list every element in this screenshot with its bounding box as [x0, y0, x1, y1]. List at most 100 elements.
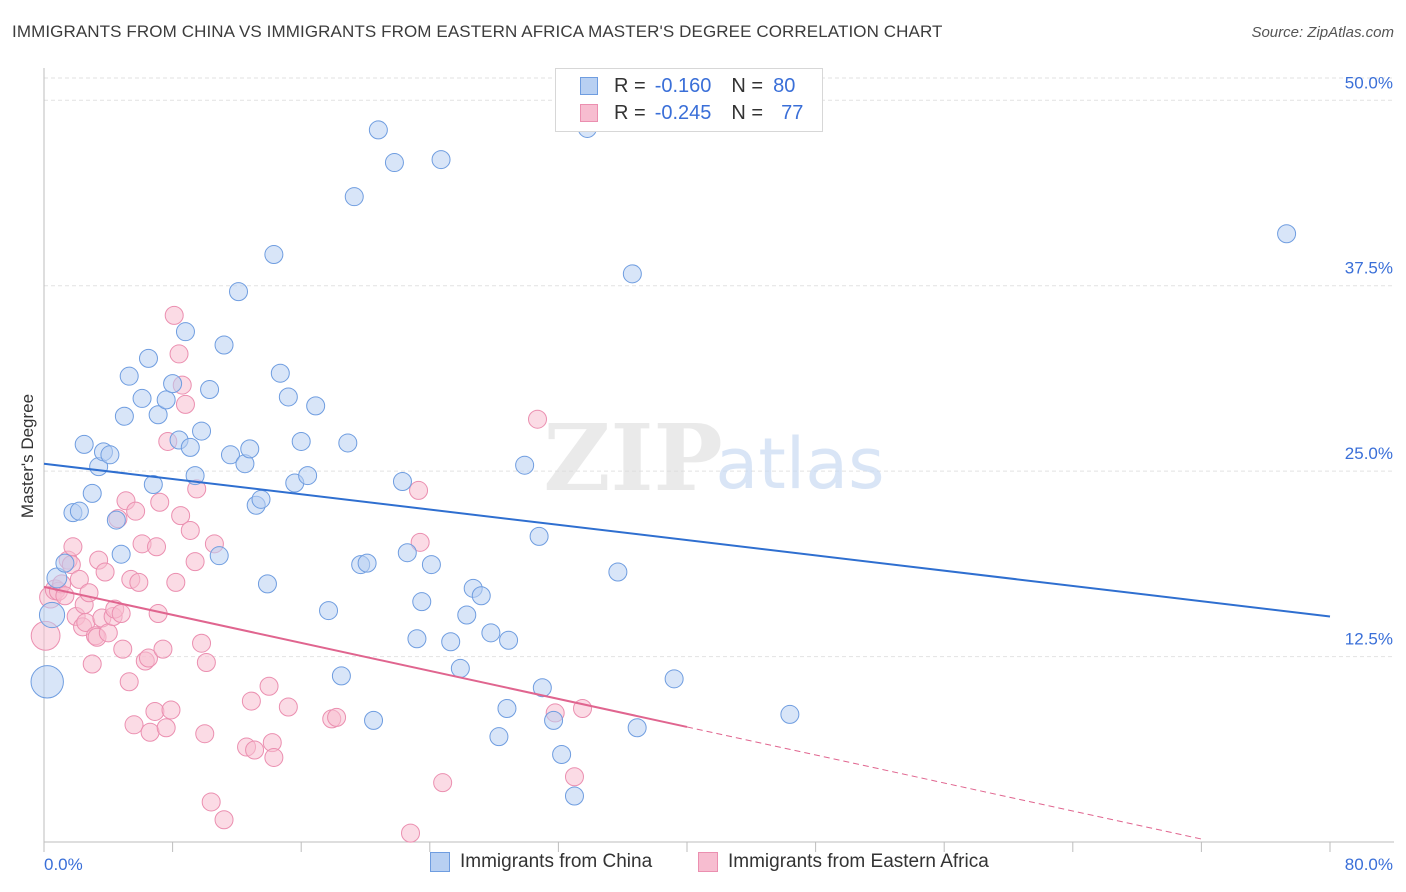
n-label: N = — [731, 101, 764, 124]
china-point — [306, 396, 326, 416]
china-point — [412, 592, 432, 612]
china-point — [143, 474, 163, 494]
china-point — [344, 187, 364, 207]
legend-item-china: Immigrants from China — [430, 851, 652, 873]
china-point — [384, 153, 404, 173]
r-value: -0.160 — [654, 74, 712, 97]
china-point — [298, 466, 318, 486]
africa-point — [201, 792, 221, 812]
series-china-points — [30, 118, 1297, 806]
y-tick-label: 50.0% — [1345, 73, 1393, 92]
africa-point — [327, 707, 347, 727]
china-point — [264, 245, 284, 265]
watermark: ZIP atlas — [543, 404, 884, 512]
trend-lines — [43, 462, 1331, 840]
n-value: 80 — [773, 74, 796, 97]
china-point — [119, 366, 139, 386]
china-point — [407, 629, 427, 649]
y-tick-label: 25.0% — [1345, 444, 1393, 463]
china-legend-swatch — [430, 852, 450, 872]
n-label: N = — [731, 74, 764, 97]
africa-point — [126, 501, 146, 521]
china-point — [240, 439, 260, 459]
china-point — [397, 543, 417, 563]
china-point — [185, 466, 205, 486]
africa-point — [150, 492, 170, 512]
china-point — [69, 501, 89, 521]
china-point — [364, 710, 384, 730]
china-point — [481, 623, 501, 643]
china-point — [74, 434, 94, 454]
china-point — [780, 704, 800, 724]
africa-point — [564, 767, 584, 787]
china-point — [421, 555, 441, 575]
axes — [43, 68, 1394, 852]
china-point — [163, 374, 183, 394]
africa-point — [95, 562, 115, 582]
china-swatch — [580, 77, 598, 95]
africa-point — [214, 810, 234, 830]
africa-point — [169, 344, 189, 364]
china-point — [38, 601, 66, 629]
africa-trend-extension — [686, 726, 1202, 840]
china-point — [229, 282, 249, 302]
china-point — [497, 698, 517, 718]
series-eastern-africa-points — [30, 305, 593, 843]
series-legend: Immigrants from China Immigrants from Ea… — [0, 851, 1406, 877]
africa-point — [409, 480, 429, 500]
africa-point — [410, 532, 430, 552]
china-point — [156, 390, 176, 410]
china-point — [30, 665, 64, 699]
china-point — [457, 605, 477, 625]
africa-point — [259, 676, 279, 696]
africa-point — [192, 633, 212, 653]
africa-point — [69, 569, 89, 589]
china-point — [192, 421, 212, 441]
china-point — [148, 405, 168, 425]
china-point — [319, 601, 339, 621]
china-point — [627, 718, 647, 738]
china-point — [450, 658, 470, 678]
china-point — [338, 433, 358, 453]
africa-point — [145, 701, 165, 721]
watermark-zip: ZIP — [543, 404, 722, 512]
china-point — [529, 526, 549, 546]
africa-point — [278, 697, 298, 717]
africa-point — [147, 537, 167, 557]
africa-point — [164, 305, 184, 325]
africa-point — [63, 537, 83, 557]
china-point — [664, 669, 684, 689]
africa-point — [401, 823, 421, 843]
china-point — [111, 544, 131, 564]
africa-point — [79, 583, 99, 603]
africa-point — [119, 672, 139, 692]
africa-point — [196, 652, 216, 672]
africa-point — [138, 648, 158, 668]
africa-point — [241, 691, 261, 711]
china-point — [214, 335, 234, 355]
africa-trend-line — [43, 585, 688, 728]
africa-point — [156, 718, 176, 738]
legend-label-china: Immigrants from China — [460, 851, 653, 872]
china-point — [608, 562, 628, 582]
china-point — [55, 553, 75, 573]
africa-point — [98, 623, 118, 643]
china-point — [138, 348, 158, 368]
china-point — [357, 553, 377, 573]
n-value: 77 — [781, 101, 804, 124]
africa-legend-swatch — [698, 852, 718, 872]
china-point — [114, 406, 134, 426]
china-point — [200, 380, 220, 400]
y-tick-label: 37.5% — [1345, 259, 1393, 278]
gridlines — [44, 77, 1394, 658]
china-point — [544, 710, 564, 730]
china-point — [175, 322, 195, 342]
china-point — [552, 744, 572, 764]
tick-labels: 12.5% 25.0% 37.5% 50.0% 0.0% 80.0% — [44, 73, 1393, 874]
africa-point — [245, 740, 265, 760]
africa-point — [153, 639, 173, 659]
china-point — [270, 363, 290, 383]
china-point — [257, 574, 277, 594]
africa-point — [180, 520, 200, 540]
